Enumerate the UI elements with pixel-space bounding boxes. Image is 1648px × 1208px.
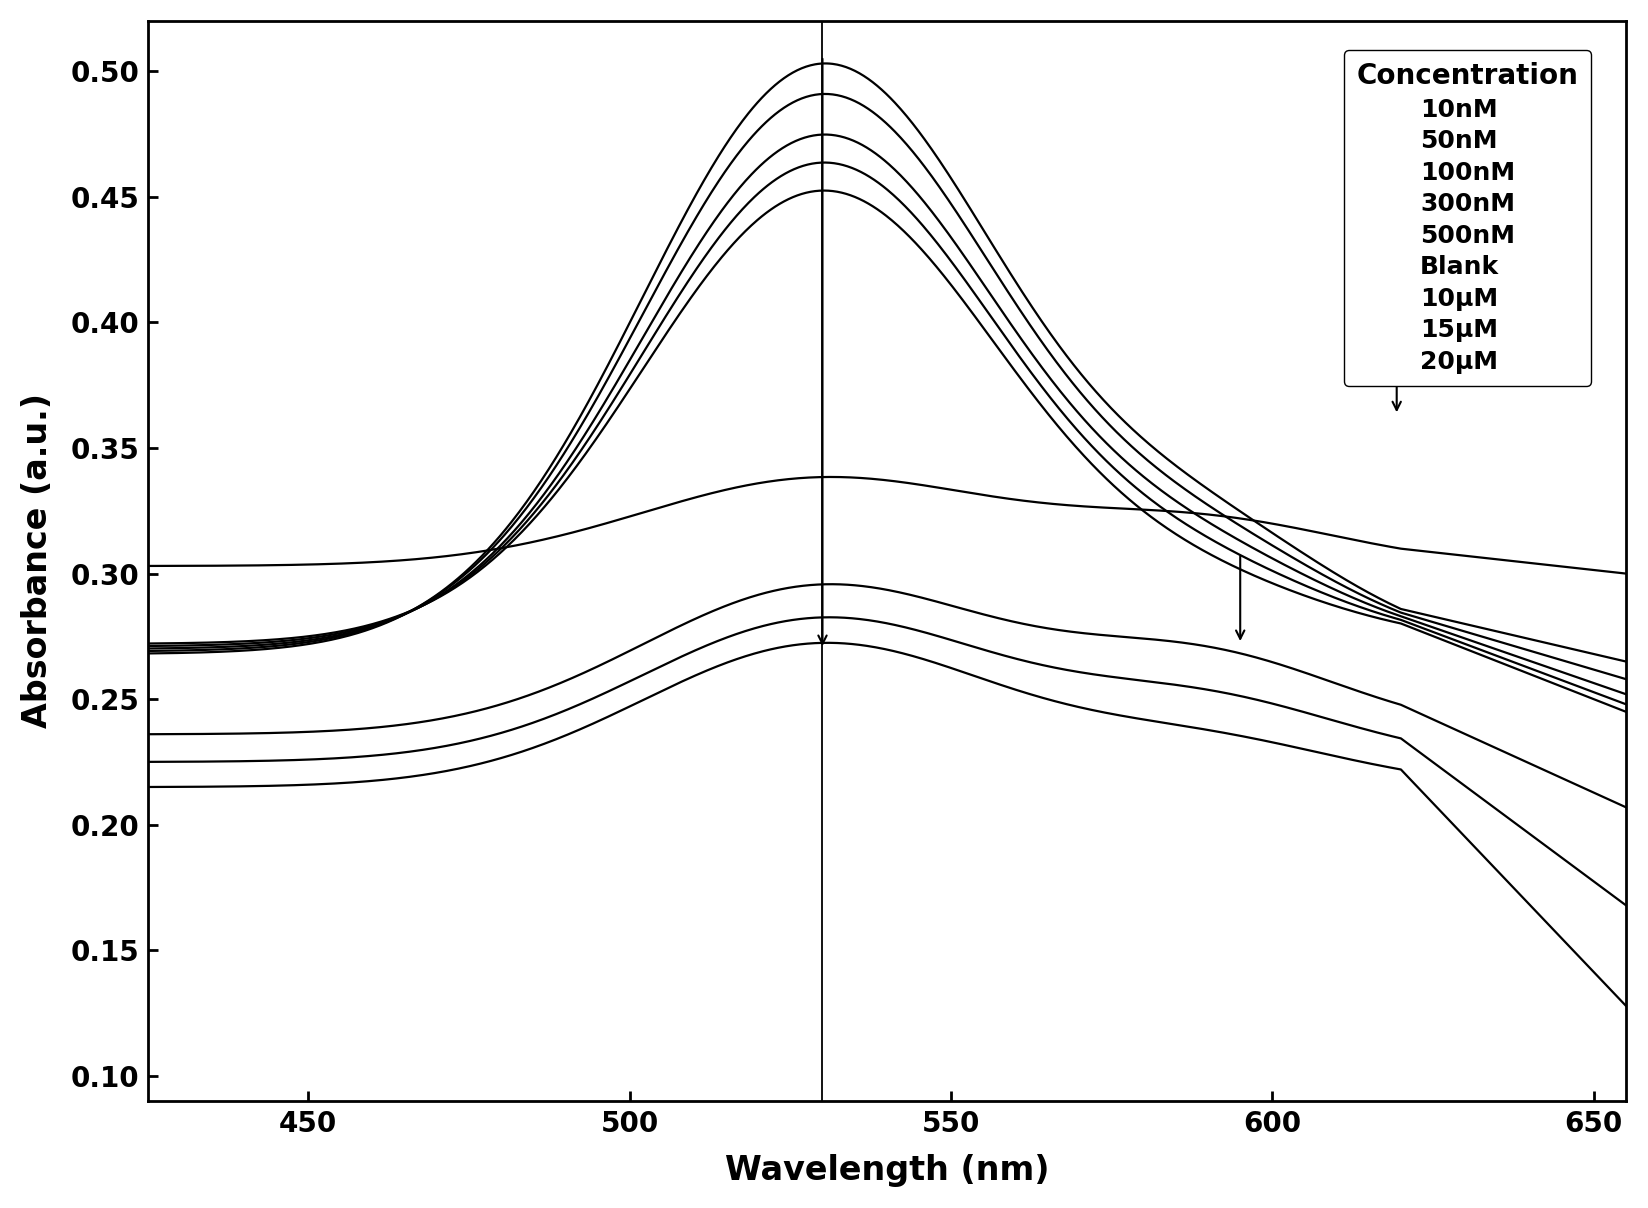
X-axis label: Wavelength (nm): Wavelength (nm) xyxy=(725,1154,1050,1187)
Y-axis label: Absorbance (a.u.): Absorbance (a.u.) xyxy=(21,394,54,728)
Legend: 10nM, 50nM, 100nM, 300nM, 500nM, Blank, 10μM, 15μM, 20μM: 10nM, 50nM, 100nM, 300nM, 500nM, Blank, … xyxy=(1345,50,1590,387)
